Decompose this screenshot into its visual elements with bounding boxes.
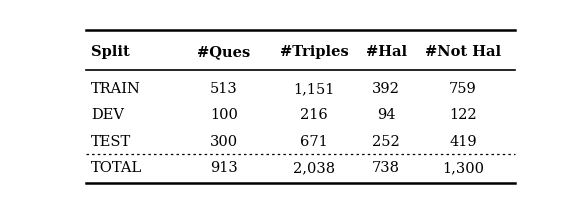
Text: 1,300: 1,300: [442, 161, 484, 175]
Text: 2,038: 2,038: [293, 161, 335, 175]
Text: 252: 252: [372, 135, 400, 149]
Text: 300: 300: [210, 135, 238, 149]
Text: TRAIN: TRAIN: [91, 82, 141, 96]
Text: TEST: TEST: [91, 135, 131, 149]
Text: 94: 94: [377, 108, 396, 122]
Text: 759: 759: [449, 82, 477, 96]
Text: #Not Hal: #Not Hal: [425, 45, 501, 59]
Text: 419: 419: [449, 135, 477, 149]
Text: Split: Split: [91, 45, 130, 59]
Text: 100: 100: [210, 108, 238, 122]
Text: TOTAL: TOTAL: [91, 161, 142, 175]
Text: 513: 513: [210, 82, 237, 96]
Text: 913: 913: [210, 161, 237, 175]
Text: 1,151: 1,151: [293, 82, 335, 96]
Text: 122: 122: [449, 108, 477, 122]
Text: DEV: DEV: [91, 108, 124, 122]
Text: #Ques: #Ques: [197, 45, 250, 59]
Text: 738: 738: [372, 161, 400, 175]
Text: 392: 392: [372, 82, 400, 96]
Text: 216: 216: [300, 108, 328, 122]
Text: #Triples: #Triples: [280, 45, 349, 59]
Text: 671: 671: [300, 135, 328, 149]
Text: #Hal: #Hal: [365, 45, 407, 59]
